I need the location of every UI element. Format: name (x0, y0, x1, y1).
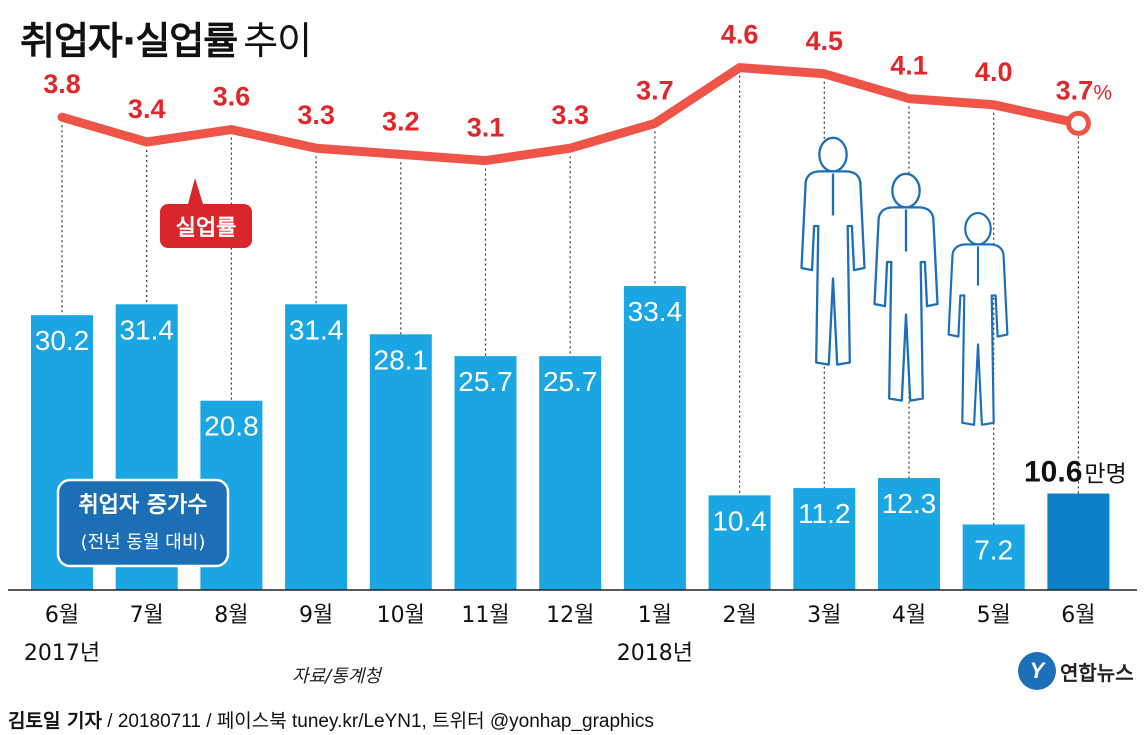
bar-label-2: 20.8 (204, 411, 259, 442)
line-label-5: 3.1 (467, 113, 505, 143)
line-end-marker (1065, 110, 1091, 136)
bar-label-5: 25.7 (458, 366, 513, 397)
bar-5 (454, 356, 517, 590)
bar-label-12: 10.6 (1024, 456, 1082, 489)
worker-figure-woman (947, 212, 1009, 426)
tick-label-3: 9월 (299, 603, 333, 628)
tick-label-4: 10월 (377, 603, 425, 628)
bar-3 (285, 304, 348, 590)
unemployment-line (57, 63, 1083, 166)
title-main: 취업자·실업률 (20, 19, 238, 63)
year-label-0: 2017년 (24, 641, 100, 666)
bar-11 (962, 524, 1025, 590)
badge-box (160, 204, 252, 248)
bar-4 (369, 334, 432, 590)
line-label-12: 3.7 (1056, 75, 1094, 105)
line-label-2: 3.6 (213, 82, 251, 112)
tick-label-11: 5월 (977, 603, 1011, 628)
bar-label-1: 31.4 (119, 314, 174, 345)
line-label-7: 3.7 (636, 75, 674, 105)
credit-line: 김토일 기자 / 20180711 / 페이스북 tuney.kr/LeYN1,… (8, 706, 654, 733)
tick-label-7: 1월 (638, 603, 672, 628)
bar-label-4: 28.1 (374, 344, 429, 375)
line-label-6: 3.3 (551, 100, 589, 130)
bar-unit-label: 만명 (1084, 462, 1126, 488)
tick-label-10: 4월 (892, 603, 926, 628)
badge-pointer (188, 178, 203, 204)
figure-body (947, 243, 1009, 426)
line-label-9: 4.5 (806, 26, 844, 56)
line-label-0: 3.8 (43, 69, 81, 99)
bar-label-11: 7.2 (974, 534, 1013, 565)
yonhap-logo: Y 연합뉴스 (1018, 652, 1134, 690)
bar-label-0: 30.2 (35, 325, 90, 356)
bar-9 (793, 488, 856, 590)
line-label-10: 4.1 (890, 51, 928, 81)
worker-figure-man (800, 136, 866, 366)
tick-label-8: 2월 (722, 603, 756, 628)
badge-text: 실업률 (176, 216, 237, 241)
tick-label-9: 3월 (807, 603, 841, 628)
line-label-1: 3.4 (128, 94, 166, 124)
logo-text: 연합뉴스 (1060, 660, 1134, 685)
legend-box (56, 478, 230, 568)
figure-body (800, 170, 866, 366)
bar-label-3: 31.4 (289, 314, 344, 345)
page-title: 취업자·실업률 추이 (20, 10, 312, 65)
bar-10 (878, 478, 940, 590)
credit-author: 김토일 기자 (8, 710, 103, 732)
figure-head (964, 212, 992, 246)
bar-label-6: 25.7 (543, 366, 598, 397)
tick-label-2: 8월 (214, 603, 248, 628)
bar-label-10: 12.3 (882, 488, 937, 519)
legend-subtitle: (전년 동월 대비) (81, 532, 206, 553)
tick-label-6: 12월 (546, 603, 594, 628)
line-label-3: 3.3 (297, 100, 335, 130)
tick-label-5: 11월 (461, 603, 509, 628)
employment-legend: 취업자 증가수 (전년 동월 대비) (56, 478, 230, 568)
legend-title: 취업자 증가수 (78, 493, 207, 518)
tick-label-0: 6월 (45, 603, 79, 628)
tick-label-12: 6월 (1061, 603, 1095, 628)
title-sub: 추이 (243, 19, 312, 63)
bar-8 (708, 495, 771, 590)
bar-12 (1047, 493, 1110, 590)
bar-label-8: 10.4 (712, 505, 767, 536)
worker-figure-helmet (873, 172, 939, 402)
bar-7 (623, 286, 686, 590)
line-label-11: 4.0 (975, 57, 1013, 87)
figure-body (873, 206, 939, 402)
unemployment-badge: 실업률 (160, 178, 252, 248)
credit-rest: / 20180711 / 페이스북 tuney.kr/LeYN1, 트위터 @y… (102, 711, 654, 732)
bar-label-7: 33.4 (628, 296, 683, 327)
figure-head (891, 172, 921, 209)
bar-label-9: 11.2 (798, 498, 850, 529)
line-unit-label: % (1093, 81, 1112, 104)
bar-6 (539, 356, 602, 590)
logo-mark-icon: Y (1018, 652, 1056, 690)
source-label: 자료/통계청 (292, 666, 381, 687)
tick-label-1: 7월 (130, 603, 164, 628)
figure-head (818, 136, 848, 173)
line-label-8: 4.6 (721, 20, 759, 50)
year-label-1: 2018년 (617, 641, 693, 666)
line-label-4: 3.2 (382, 106, 420, 136)
